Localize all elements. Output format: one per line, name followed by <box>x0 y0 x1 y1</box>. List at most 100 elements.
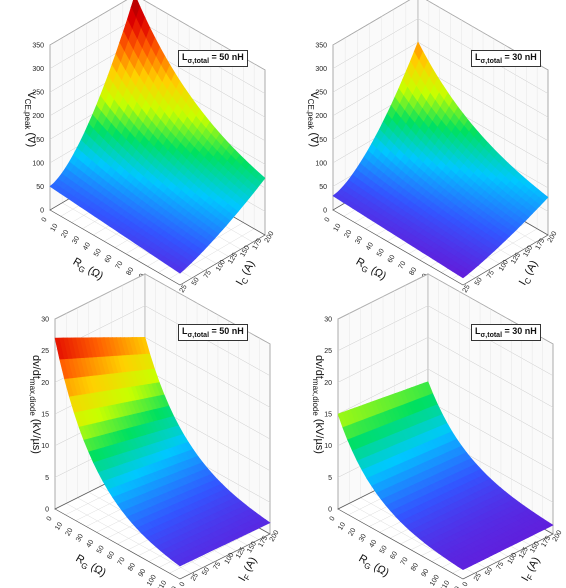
x-tick-label: 0 <box>46 515 54 522</box>
x-tick-label: 80 <box>125 266 135 276</box>
y-tick-label: 150 <box>529 541 541 555</box>
z-tick-label: 150 <box>32 137 44 144</box>
x-tick-label: 90 <box>421 568 431 578</box>
z-tick-label: 15 <box>324 412 332 419</box>
z-tick-labels: 0 50 100 150 200 250 300 350 <box>32 43 44 215</box>
y-tick-label: 25 <box>179 284 189 294</box>
legend-box: Lσ,total = 30 nH <box>471 324 541 341</box>
x-tick-label: 10 <box>54 521 64 531</box>
x-tick-label: 10 <box>333 223 343 233</box>
y-tick-label: 75 <box>486 269 496 279</box>
x-tick-label: 20 <box>343 229 353 239</box>
z-tick-label: 25 <box>41 348 49 355</box>
x-tick-label: 70 <box>117 556 127 566</box>
y-tick-label: 150 <box>246 541 258 555</box>
x-tick-label: 40 <box>365 241 375 251</box>
y-tick-label: 100 <box>224 552 236 566</box>
z-tick-label: 350 <box>315 43 327 50</box>
x-tick-labels: 0102030405060708090100110120 <box>329 515 462 588</box>
z-tick-label: 50 <box>319 184 327 191</box>
x-tick-label: 50 <box>96 545 106 555</box>
z-tick-label: 20 <box>41 380 49 387</box>
y-tick-label: 0 <box>462 581 470 588</box>
z-tick-labels: 0 50 100 150 200 250 300 350 <box>315 43 327 215</box>
z-tick-label: 30 <box>324 317 332 324</box>
z-tick-labels: 0 5 10 15 20 25 30 <box>41 317 49 514</box>
x-tick-label: 80 <box>408 266 418 276</box>
x-tick-label: 60 <box>106 550 116 560</box>
z-tick-label: 10 <box>41 443 49 450</box>
surface-plot-vce-50nh: 0501001502002503003500102030405060708090… <box>23 0 276 305</box>
y-tick-label: 200 <box>547 230 559 244</box>
y-tick-label: 50 <box>191 277 201 287</box>
x-axis-title: RG (Ω) <box>73 553 108 582</box>
x-axis-title: RG (Ω) <box>356 553 391 582</box>
y-tick-label: 150 <box>239 245 251 259</box>
y-tick-label: 25 <box>190 572 200 582</box>
y-tick-label: 175 <box>257 535 269 549</box>
y-tick-label: 100 <box>215 259 227 273</box>
z-tick-label: 300 <box>315 66 327 73</box>
x-tick-label: 60 <box>387 254 397 264</box>
x-tick-label: 20 <box>348 527 358 537</box>
panel-vce-30nh: 0501001502002503003500102030405060708090… <box>283 0 566 305</box>
x-tick-label: 80 <box>410 562 420 572</box>
y-tick-label: 175 <box>535 237 547 251</box>
y-tick-label: 125 <box>510 252 522 266</box>
x-tick-label: 30 <box>71 235 81 245</box>
z-tick-label: 25 <box>324 348 332 355</box>
panel-dvdt-50nh: 0510152025300102030405060708090100110120… <box>0 273 283 588</box>
x-axis-title: RG (Ω) <box>353 256 388 285</box>
y-tick-label: 75 <box>212 561 222 571</box>
x-tick-label: 10 <box>50 223 60 233</box>
panel-dvdt-30nh: 0510152025300102030405060708090100110120… <box>283 273 566 588</box>
z-tick-label: 30 <box>41 317 49 324</box>
x-tick-label: 120 <box>167 585 179 588</box>
z-tick-label: 200 <box>32 113 44 120</box>
z-tick-label: 300 <box>32 66 44 73</box>
z-tick-label: 5 <box>45 475 49 482</box>
legend-box: Lσ,total = 30 nH <box>471 50 541 67</box>
x-tick-label: 10 <box>337 521 347 531</box>
z-tick-labels: 0 5 10 15 20 25 30 <box>324 317 332 514</box>
z-tick-label: 0 <box>40 208 44 215</box>
y-tick-label: 0 <box>179 581 187 588</box>
x-tick-label: 0 <box>324 216 332 223</box>
y-axis-title: IC (A) <box>234 258 259 288</box>
y-axis-title: IC (A) <box>517 258 542 288</box>
z-tick-label: 20 <box>324 380 332 387</box>
z-tick-label: 15 <box>41 412 49 419</box>
y-tick-label: 125 <box>518 546 530 560</box>
z-tick-label: 250 <box>315 90 327 97</box>
y-tick-label: 50 <box>484 566 494 576</box>
z-tick-label: 5 <box>328 475 332 482</box>
z-axis-title: dv/dtmax,diode (kV/µs) <box>311 355 325 454</box>
y-tick-label: 175 <box>540 535 552 549</box>
x-tick-label: 60 <box>389 550 399 560</box>
z-axis-title: dv/dtmax,diode (kV/µs) <box>28 355 42 454</box>
y-tick-label: 100 <box>498 259 510 273</box>
y-tick-label: 75 <box>495 561 505 571</box>
x-tick-label: 0 <box>41 216 49 223</box>
z-tick-label: 250 <box>32 90 44 97</box>
y-tick-label: 125 <box>235 546 247 560</box>
x-tick-label: 30 <box>75 533 85 543</box>
z-tick-label: 150 <box>315 137 327 144</box>
x-tick-label: 110 <box>440 580 452 588</box>
x-tick-label: 40 <box>368 539 378 549</box>
z-tick-label: 100 <box>32 160 44 167</box>
x-tick-label: 50 <box>379 545 389 555</box>
z-tick-label: 350 <box>32 43 44 50</box>
x-tick-label: 70 <box>115 260 125 270</box>
x-tick-label: 70 <box>398 260 408 270</box>
y-tick-label: 50 <box>474 277 484 287</box>
x-tick-label: 20 <box>60 229 70 239</box>
y-tick-label: 75 <box>203 269 213 279</box>
x-tick-label: 50 <box>93 248 103 258</box>
x-tick-label: 90 <box>138 568 148 578</box>
panel-vce-50nh: 0501001502002503003500102030405060708090… <box>0 0 283 305</box>
